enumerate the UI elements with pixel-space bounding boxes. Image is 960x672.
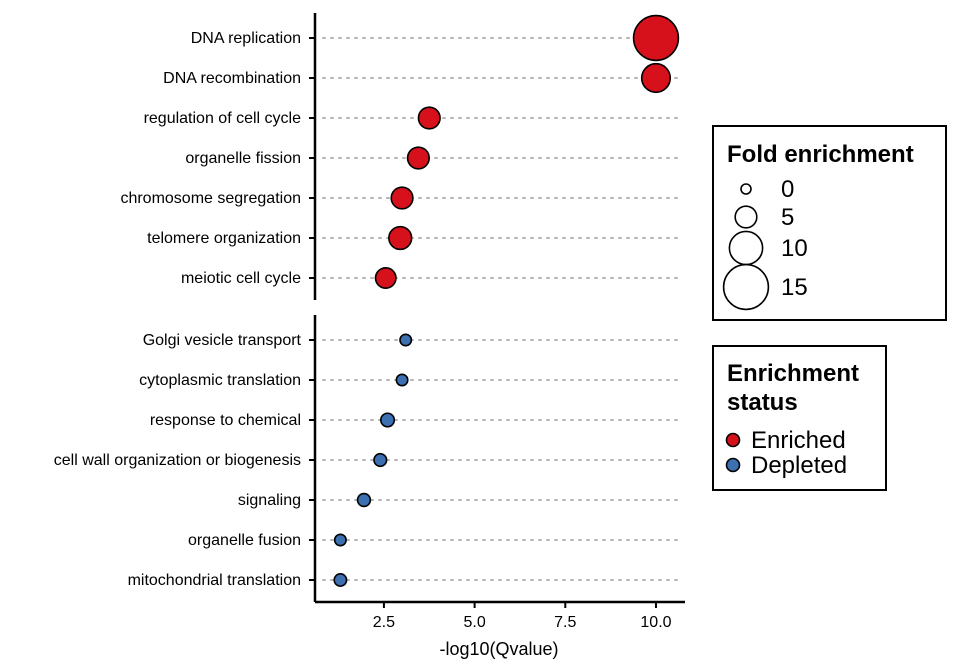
color-legend-title-line2: status (727, 389, 798, 416)
size-legend-label: 0 (781, 176, 794, 203)
data-point (395, 373, 409, 387)
category-label: cell wall organization or biogenesis (54, 452, 301, 469)
x-tick-label: 7.5 (554, 614, 576, 631)
category-label: cytoplasmic translation (139, 372, 301, 389)
size-legend-label: 15 (781, 274, 808, 301)
category-label: signaling (238, 492, 301, 509)
category-label: organelle fission (185, 150, 301, 167)
x-axis-ticks: 2.5 5.0 7.5 10.0 (373, 602, 672, 631)
category-label: mitochondrial translation (128, 572, 301, 589)
x-tick-label: 10.0 (640, 614, 671, 631)
category-label: meiotic cell cycle (181, 270, 301, 287)
size-legend-title: Fold enrichment (727, 141, 914, 168)
category-label: organelle fusion (188, 532, 301, 549)
size-legend-key (728, 230, 764, 266)
color-legend-box (712, 345, 887, 491)
category-label: response to chemical (150, 412, 301, 429)
size-legend: Fold enrichment 05 10 15 (712, 125, 947, 321)
size-legend-label: 5 (781, 204, 794, 231)
color-legend-label: Depleted (751, 452, 847, 479)
category-label: telomere organization (147, 230, 301, 247)
x-tick-label: 5.0 (463, 614, 485, 631)
data-point (333, 533, 347, 547)
color-legend-key (725, 457, 741, 473)
size-legend-key (722, 263, 770, 311)
axes (309, 13, 685, 604)
size-legend-key (740, 183, 752, 195)
category-label: DNA recombination (163, 70, 301, 87)
data-point (390, 186, 414, 210)
data-point (374, 266, 397, 290)
data-point (417, 106, 441, 130)
color-legend-key (725, 432, 741, 448)
category-label: chromosome segregation (120, 190, 301, 207)
category-label: DNA replication (191, 30, 301, 47)
color-legend-title-line1: Enrichment (727, 360, 859, 387)
size-legend-label: 10 (781, 235, 808, 262)
size-legend-key (734, 205, 758, 229)
data-point (640, 62, 672, 94)
data-point (380, 412, 396, 428)
x-axis-title: -log10(Qvalue) (439, 639, 558, 659)
data-point (406, 146, 430, 170)
x-tick-label: 2.5 (373, 614, 395, 631)
data-point (356, 492, 372, 508)
guide-lines (322, 37, 682, 581)
category-labels: DNA replication DNA recombination regulati… (54, 30, 302, 589)
data-point (373, 452, 388, 468)
category-label: regulation of cell cycle (144, 110, 302, 127)
category-label: Golgi vesicle transport (143, 332, 302, 349)
data-point (399, 333, 413, 347)
color-legend-label: Enriched (751, 427, 846, 454)
data-point (388, 225, 413, 251)
data-points (333, 14, 680, 587)
data-point (333, 573, 348, 587)
data-point (632, 14, 680, 62)
